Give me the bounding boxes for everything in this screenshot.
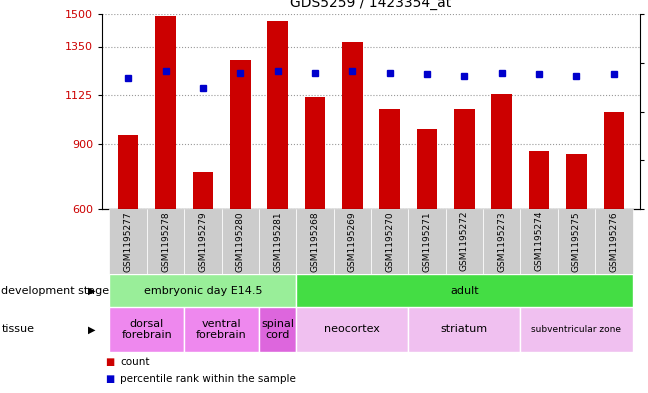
Text: ■: ■	[105, 374, 115, 384]
Bar	[230, 59, 251, 209]
Text: adult: adult	[450, 285, 479, 296]
Bar	[454, 109, 475, 209]
Bar	[417, 129, 437, 209]
Text: GSM1195275: GSM1195275	[572, 211, 581, 272]
Bar	[222, 14, 259, 209]
Bar	[334, 209, 371, 274]
Bar	[259, 209, 296, 274]
Bar	[296, 307, 408, 352]
Bar	[603, 112, 624, 209]
Bar	[558, 209, 595, 274]
Text: GSM1195277: GSM1195277	[124, 211, 133, 272]
Bar	[259, 307, 296, 352]
Bar	[118, 135, 139, 209]
Text: count: count	[120, 357, 150, 367]
Text: GSM1195278: GSM1195278	[161, 211, 170, 272]
Bar	[371, 209, 408, 274]
Bar	[520, 209, 558, 274]
Text: neocortex: neocortex	[325, 325, 380, 334]
Bar	[566, 154, 586, 209]
Bar	[342, 42, 363, 209]
Text: GSM1195271: GSM1195271	[422, 211, 432, 272]
Bar	[371, 14, 408, 209]
Bar	[334, 14, 371, 209]
Text: GSM1195272: GSM1195272	[460, 211, 469, 272]
Bar	[408, 307, 520, 352]
Bar	[110, 274, 296, 307]
Bar	[408, 209, 446, 274]
Bar	[595, 209, 632, 274]
Text: GSM1195273: GSM1195273	[497, 211, 506, 272]
Text: dorsal
forebrain: dorsal forebrain	[121, 319, 172, 340]
Text: GSM1195281: GSM1195281	[273, 211, 282, 272]
Bar	[110, 209, 147, 274]
Bar	[296, 274, 632, 307]
Text: ventral
forebrain: ventral forebrain	[196, 319, 247, 340]
Bar	[483, 209, 520, 274]
Bar	[110, 307, 184, 352]
Bar	[268, 20, 288, 209]
Bar	[184, 14, 222, 209]
Bar	[491, 94, 512, 209]
Title: GDS5259 / 1423354_at: GDS5259 / 1423354_at	[290, 0, 452, 10]
Bar	[558, 14, 595, 209]
Bar	[296, 209, 334, 274]
Text: GSM1195269: GSM1195269	[348, 211, 357, 272]
Text: tissue: tissue	[1, 325, 34, 334]
Text: development stage: development stage	[1, 285, 110, 296]
Bar	[147, 209, 184, 274]
Bar	[110, 14, 147, 209]
Bar	[184, 307, 259, 352]
Bar	[147, 14, 184, 209]
Bar	[296, 14, 334, 209]
Bar	[192, 172, 213, 209]
Bar	[184, 209, 222, 274]
Bar	[595, 14, 632, 209]
Bar	[520, 307, 632, 352]
Bar	[529, 151, 550, 209]
Bar	[259, 14, 296, 209]
Text: GSM1195279: GSM1195279	[198, 211, 207, 272]
Text: ▶: ▶	[88, 325, 95, 334]
Bar	[222, 209, 259, 274]
Text: GSM1195274: GSM1195274	[535, 211, 544, 272]
Text: subventricular zone: subventricular zone	[531, 325, 621, 334]
Text: GSM1195276: GSM1195276	[609, 211, 618, 272]
Bar	[520, 14, 558, 209]
Text: GSM1195270: GSM1195270	[385, 211, 394, 272]
Text: embryonic day E14.5: embryonic day E14.5	[144, 285, 262, 296]
Bar	[446, 14, 483, 209]
Text: percentile rank within the sample: percentile rank within the sample	[120, 374, 296, 384]
Bar	[156, 16, 176, 209]
Text: ■: ■	[105, 357, 115, 367]
Text: ▶: ▶	[88, 285, 95, 296]
Bar	[446, 209, 483, 274]
Bar	[380, 109, 400, 209]
Bar	[408, 14, 446, 209]
Bar	[305, 97, 325, 209]
Bar	[483, 14, 520, 209]
Text: striatum: striatum	[441, 325, 488, 334]
Text: GSM1195268: GSM1195268	[310, 211, 319, 272]
Text: GSM1195280: GSM1195280	[236, 211, 245, 272]
Text: spinal
cord: spinal cord	[261, 319, 294, 340]
